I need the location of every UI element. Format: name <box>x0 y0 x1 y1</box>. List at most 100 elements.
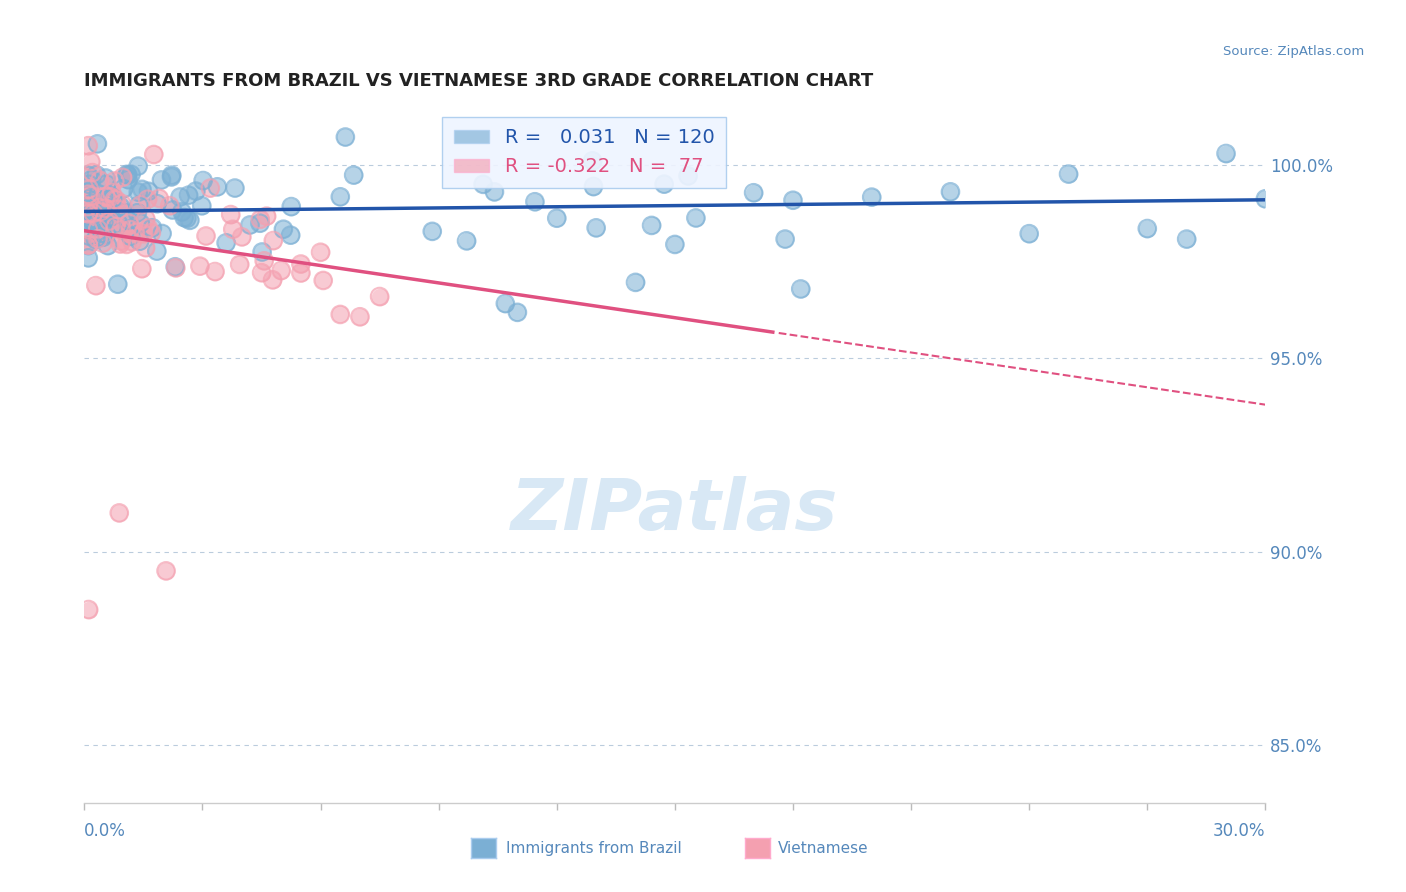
Point <box>150 227 173 241</box>
Point <box>146 196 169 211</box>
Point <box>87 222 110 236</box>
Point <box>103 191 125 205</box>
Point <box>664 237 686 252</box>
Point <box>256 209 278 223</box>
Point <box>146 196 169 211</box>
Point <box>77 192 100 206</box>
Point <box>120 167 142 181</box>
Point <box>120 222 142 236</box>
Point <box>100 188 122 202</box>
Point <box>77 207 100 221</box>
Point <box>184 184 207 198</box>
Point <box>742 186 765 200</box>
Point <box>103 191 125 205</box>
Point <box>84 212 107 227</box>
Point <box>93 196 115 211</box>
Point <box>84 212 107 227</box>
Point <box>93 216 115 230</box>
Point <box>262 234 284 248</box>
Point <box>86 215 108 229</box>
Point <box>82 206 104 220</box>
Point <box>104 193 127 207</box>
Point <box>97 238 120 252</box>
Point <box>135 241 157 255</box>
Point <box>343 168 366 182</box>
Point <box>200 181 222 195</box>
Point <box>141 226 163 240</box>
Point <box>148 191 170 205</box>
Point <box>173 211 195 225</box>
Point <box>110 200 132 214</box>
Point <box>77 182 100 196</box>
Point <box>77 206 100 220</box>
Point <box>77 187 100 202</box>
Point <box>89 201 111 215</box>
Point <box>100 210 122 224</box>
Point <box>624 276 647 290</box>
Point <box>231 230 253 244</box>
Point <box>118 216 141 230</box>
Point <box>82 166 104 180</box>
Point <box>107 202 129 217</box>
Point <box>91 230 114 244</box>
Point <box>685 211 707 225</box>
Point <box>195 229 218 244</box>
Point <box>77 200 100 214</box>
Point <box>582 179 605 194</box>
Point <box>585 220 607 235</box>
Point <box>82 166 104 180</box>
Point <box>782 193 804 207</box>
Point <box>120 229 142 244</box>
Point <box>104 219 127 234</box>
Point <box>77 237 100 252</box>
Point <box>253 253 276 268</box>
Point <box>329 190 352 204</box>
Point <box>77 238 100 252</box>
Point <box>127 159 149 173</box>
Point <box>112 181 135 195</box>
Point <box>484 185 506 199</box>
Point <box>1254 192 1277 206</box>
Point <box>160 169 183 184</box>
Point <box>135 211 157 226</box>
Point <box>117 213 139 227</box>
Point <box>100 186 122 200</box>
Point <box>94 189 117 203</box>
Point <box>219 208 242 222</box>
Point <box>86 136 108 151</box>
Point <box>250 244 273 259</box>
Point <box>231 230 253 244</box>
Point <box>273 222 295 236</box>
Point <box>280 228 302 243</box>
Point <box>128 234 150 248</box>
Point <box>329 190 352 204</box>
Point <box>624 276 647 290</box>
Point <box>207 179 229 194</box>
Point <box>773 232 796 246</box>
Point <box>224 181 246 195</box>
Point <box>188 259 211 273</box>
Point <box>77 237 100 252</box>
Point <box>335 130 357 145</box>
Point <box>77 238 100 252</box>
Point <box>86 231 108 245</box>
Point <box>100 188 122 202</box>
Point <box>77 602 100 616</box>
Point <box>177 188 200 202</box>
Point <box>98 189 121 203</box>
Point <box>253 253 276 268</box>
Point <box>652 177 675 191</box>
Point <box>546 211 568 226</box>
Point <box>79 205 101 219</box>
Point <box>131 182 153 196</box>
Point <box>581 153 603 168</box>
Point <box>89 173 111 187</box>
Point <box>165 260 187 275</box>
Point <box>290 266 312 280</box>
Point <box>94 201 117 215</box>
Point <box>98 214 121 228</box>
Point <box>77 169 100 183</box>
Point <box>456 234 478 248</box>
Point <box>82 206 104 220</box>
Point <box>107 277 129 292</box>
